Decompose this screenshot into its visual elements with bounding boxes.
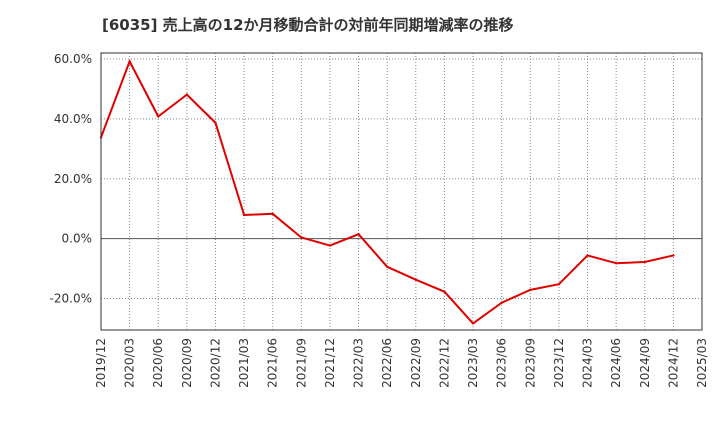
plot-background — [101, 53, 702, 330]
x-tick-label: 2019/12 — [94, 338, 108, 388]
x-tick-label: 2020/06 — [151, 338, 165, 388]
data-point — [385, 265, 389, 269]
x-tick-label: 2022/06 — [380, 338, 394, 388]
x-tick-label: 2021/09 — [294, 338, 308, 388]
x-tick-label: 2022/03 — [352, 338, 366, 388]
plot-frame — [100, 52, 703, 331]
y-tick-label: 60.0% — [54, 52, 92, 66]
data-point — [500, 301, 503, 304]
data-point — [586, 254, 589, 257]
y-tick-label: 0.0% — [62, 232, 93, 246]
y-tick-label: -20.0% — [50, 292, 92, 306]
data-point — [614, 262, 618, 265]
data-point — [242, 213, 246, 217]
x-tick-label: 2021/03 — [237, 338, 251, 388]
data-point — [271, 212, 274, 216]
data-point — [214, 121, 217, 124]
data-point — [128, 60, 131, 63]
axis-labels: 2019/12 2020/03 2020/06 2020/09 2020/12 2021/… — [50, 52, 709, 388]
data-point — [529, 288, 532, 292]
data-point — [357, 232, 360, 236]
x-tick-label: 2024/06 — [609, 338, 623, 388]
data-point — [643, 260, 646, 264]
x-tick-label: 2022/09 — [409, 338, 423, 388]
x-tick-label: 2022/12 — [437, 338, 451, 388]
x-tick-label: 2023/03 — [466, 338, 480, 388]
x-tick-label: 2020/12 — [208, 338, 222, 388]
x-tick-label: 2024/03 — [581, 338, 595, 388]
x-tick-label: 2025/03 — [695, 338, 709, 388]
data-point — [300, 236, 303, 239]
data-point — [157, 115, 160, 118]
chart-title: [6035] 売上高の12か月移動合計の対前年同期増減率の推移 — [102, 16, 514, 34]
data-point — [443, 290, 446, 293]
x-tick-label: 2024/12 — [666, 338, 680, 388]
x-tick-label: 2021/06 — [266, 338, 280, 388]
data-point — [471, 322, 475, 325]
data-point — [557, 282, 561, 286]
x-tick-label: 2020/03 — [123, 338, 137, 388]
data-point — [414, 278, 418, 281]
x-tick-label: 2021/12 — [323, 338, 337, 388]
x-tick-label: 2023/06 — [495, 338, 509, 388]
grid-lines — [101, 53, 702, 330]
y-tick-label: 40.0% — [54, 112, 92, 126]
x-tick-label: 2020/09 — [180, 338, 194, 388]
x-tick-label: 2024/09 — [638, 338, 652, 388]
x-tick-label: 2023/09 — [523, 338, 537, 388]
x-tick-label: 2023/12 — [552, 338, 566, 388]
series-layer — [99, 60, 675, 325]
y-tick-label: 20.0% — [54, 172, 92, 186]
data-point — [328, 244, 332, 247]
data-point — [672, 254, 675, 257]
data-point — [185, 93, 189, 96]
